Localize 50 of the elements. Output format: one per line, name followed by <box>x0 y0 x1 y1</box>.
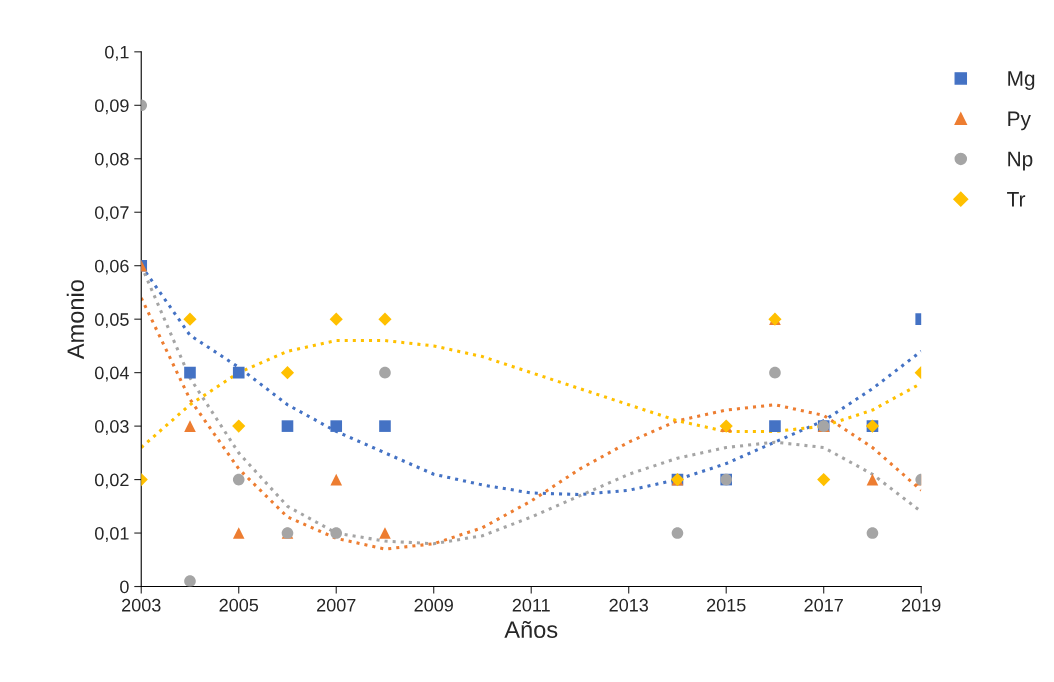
y-tick-label: 0,02 <box>95 473 129 489</box>
x-tick-label: 2005 <box>219 598 259 612</box>
x-tick-label: 2017 <box>804 598 843 612</box>
point <box>866 527 879 539</box>
y-tick-label: 0,07 <box>95 206 129 222</box>
point <box>232 473 245 486</box>
y-tick-label: 0,1 <box>105 45 129 61</box>
point <box>184 575 196 587</box>
point <box>184 366 196 379</box>
y-tick-label: 0,01 <box>95 526 129 542</box>
y-tick-label: 0,03 <box>95 420 129 435</box>
y-tick-label: 0,05 <box>95 313 129 329</box>
point <box>330 420 343 432</box>
point <box>281 420 294 432</box>
point <box>232 527 245 539</box>
point <box>817 472 831 487</box>
point <box>379 366 391 379</box>
point <box>329 312 343 326</box>
x-axis-title: Años <box>504 620 558 639</box>
point <box>378 312 392 326</box>
y-tick-label: 0,06 <box>95 259 129 275</box>
y-tick-label: 0,08 <box>95 152 129 168</box>
x-tick-label: 2015 <box>707 598 746 612</box>
point <box>330 527 343 539</box>
point <box>671 527 684 539</box>
legend-label: Py <box>1008 111 1031 131</box>
x-tick-label: 2007 <box>317 598 356 612</box>
point <box>769 366 781 379</box>
y-axis-title: Amonio <box>66 280 85 360</box>
y-tick-label: 0,09 <box>95 99 129 115</box>
x-tick-label: 2013 <box>609 598 648 612</box>
point <box>379 420 391 432</box>
legend-label: Mg <box>1008 71 1035 90</box>
x-tick-label: 2011 <box>512 598 550 612</box>
legend-label: Np <box>1008 151 1033 171</box>
point <box>183 312 197 326</box>
point <box>184 420 196 432</box>
point <box>866 473 879 486</box>
point <box>232 366 245 379</box>
point <box>330 473 343 486</box>
y-tick-label: 0,04 <box>95 366 129 382</box>
legend-label: Tr <box>1007 192 1026 207</box>
point <box>280 366 295 380</box>
y-tick-label: 0 <box>120 580 129 594</box>
x-tick-label: 2003 <box>122 598 161 612</box>
point <box>769 420 781 432</box>
point <box>379 527 391 539</box>
point <box>232 419 246 433</box>
x-tick-label: 2019 <box>902 598 941 612</box>
x-tick-label: 2009 <box>414 598 453 612</box>
